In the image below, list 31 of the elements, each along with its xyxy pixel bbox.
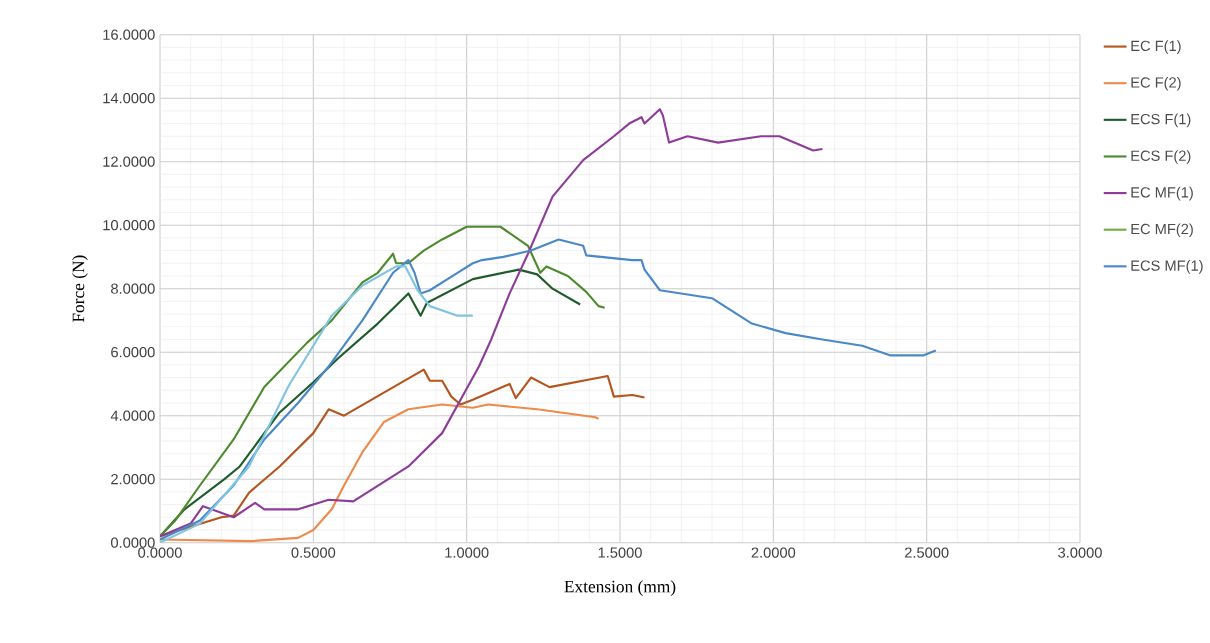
x-axis-title: Extension (mm) bbox=[564, 580, 676, 597]
legend-label: EC MF(1) bbox=[1131, 186, 1193, 201]
y-tick-label: 6.0000 bbox=[111, 347, 155, 358]
line-series bbox=[160, 368, 646, 538]
line-series bbox=[160, 403, 600, 543]
line-series bbox=[160, 108, 824, 538]
y-tick-label: 10.0000 bbox=[103, 220, 155, 231]
line-series bbox=[160, 225, 606, 538]
x-tick-label: 1.5000 bbox=[598, 547, 642, 558]
y-tick-label: 0.0000 bbox=[111, 537, 155, 549]
x-tick-label: 0.0000 bbox=[138, 547, 182, 558]
y-tick-label: 12.0000 bbox=[103, 156, 155, 168]
legend-label: ECS F(1) bbox=[1131, 113, 1191, 128]
y-tick-label: 14.0000 bbox=[103, 93, 155, 104]
line-series bbox=[160, 265, 474, 543]
y-tick-label: 2.0000 bbox=[111, 474, 155, 485]
y-axis-title: Force (N) bbox=[72, 255, 88, 323]
legend-label: ECS F(2) bbox=[1131, 150, 1191, 164]
x-tick-label: 2.0000 bbox=[751, 547, 796, 558]
legend-label: EC F(2) bbox=[1131, 77, 1181, 91]
y-tick-label: 4.0000 bbox=[110, 410, 155, 422]
legend-label: EC MF(2) bbox=[1131, 223, 1193, 238]
x-tick-label: 3.0000 bbox=[1058, 547, 1102, 558]
x-tick-label: 2.5000 bbox=[904, 547, 949, 558]
x-tick-label: 1.0000 bbox=[445, 547, 489, 558]
legend-label: EC F(1) bbox=[1131, 40, 1181, 55]
y-tick-label: 16.0000 bbox=[103, 29, 155, 41]
legend-label: ECS MF(1) bbox=[1131, 260, 1203, 274]
line-series bbox=[160, 238, 937, 541]
y-tick-label: 8.0000 bbox=[111, 283, 155, 295]
x-tick-label: 0.5000 bbox=[291, 547, 336, 558]
